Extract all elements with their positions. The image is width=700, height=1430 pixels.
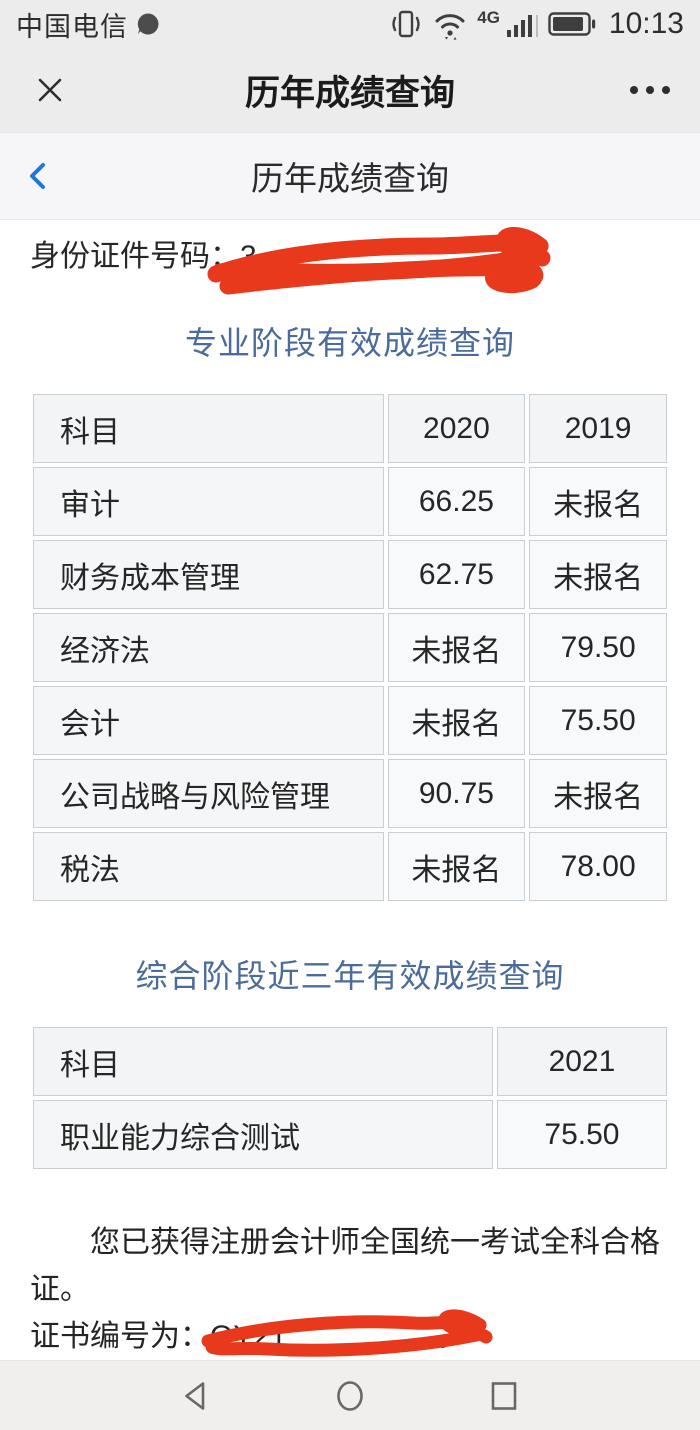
clock-label: 10:13 xyxy=(608,7,684,40)
score-cell: 未报名 xyxy=(387,613,526,682)
status-bar: 中国电信 xyxy=(0,0,700,48)
id-number-value: 3 xyxy=(240,240,257,273)
back-triangle-icon xyxy=(185,1381,205,1410)
congrats-text: 您已获得注册会计师全国统一考试全科合格证。 xyxy=(30,1226,660,1306)
more-menu-button[interactable] xyxy=(628,86,672,94)
message-bubble-icon xyxy=(134,10,162,38)
subject-cell: 经济法 xyxy=(33,613,384,682)
subject-cell: 职业能力综合测试 xyxy=(33,1100,493,1169)
chevron-left-icon xyxy=(30,163,45,189)
score-cell: 90.75 xyxy=(387,759,526,828)
table-row: 职业能力综合测试 75.50 xyxy=(33,1100,667,1169)
score-cell: 78.00 xyxy=(529,832,667,901)
score-cell: 未报名 xyxy=(529,467,667,536)
table-row: 会计 未报名 75.50 xyxy=(33,686,667,755)
android-home-button[interactable] xyxy=(332,1378,368,1414)
page-title: 历年成绩查询 xyxy=(251,160,449,197)
home-circle-icon xyxy=(337,1380,363,1411)
id-number-row: 身份证件号码：3 xyxy=(30,226,700,295)
subject-cell: 税法 xyxy=(33,832,384,901)
close-button[interactable] xyxy=(28,74,72,106)
app-header: 历年成绩查询 xyxy=(0,48,700,132)
android-recents-button[interactable] xyxy=(486,1378,522,1414)
certificate-number-value: QY21 xyxy=(210,1320,287,1353)
score-cell: 62.75 xyxy=(387,540,526,609)
certificate-number-suffix: 。 xyxy=(436,1320,467,1353)
signal-bars-icon xyxy=(505,8,539,40)
battery-icon xyxy=(548,10,596,38)
certificate-number-line: 证书编号为：QY21 。 xyxy=(30,1309,664,1360)
wifi-icon xyxy=(432,8,468,40)
subject-cell: 公司战略与风险管理 xyxy=(33,759,384,828)
professional-section-title: 专业阶段有效成绩查询 xyxy=(184,325,515,361)
page-nav-bar: 历年成绩查询 xyxy=(0,132,700,220)
score-cell: 75.50 xyxy=(529,686,667,755)
network-type-label: 4G xyxy=(477,8,500,27)
score-cell: 79.50 xyxy=(529,613,667,682)
more-dots-icon xyxy=(630,86,670,94)
col-header-subject: 科目 xyxy=(33,394,384,463)
subject-cell: 会计 xyxy=(33,686,384,755)
close-icon xyxy=(38,78,62,102)
subject-cell: 财务成本管理 xyxy=(33,540,384,609)
table-row: 经济法 未报名 79.50 xyxy=(33,613,667,682)
table-row: 财务成本管理 62.75 未报名 xyxy=(33,540,667,609)
table-row: 税法 未报名 78.00 xyxy=(33,832,667,901)
header-title: 历年成绩查询 xyxy=(244,73,455,113)
id-number-label: 身份证件号码： xyxy=(30,240,240,273)
subject-cell: 审计 xyxy=(33,467,384,536)
back-button[interactable] xyxy=(24,133,54,219)
carrier-label: 中国电信 xyxy=(16,11,128,42)
vibrate-icon xyxy=(389,8,423,40)
android-nav-bar xyxy=(0,1360,700,1430)
certificate-note: 您已获得注册会计师全国统一考试全科合格证。 证书编号为：QY21 。 xyxy=(30,1219,664,1360)
comprehensive-score-table: 科目 2021 职业能力综合测试 75.50 xyxy=(29,1023,671,1173)
score-cell: 未报名 xyxy=(387,686,526,755)
recents-square-icon xyxy=(491,1381,517,1410)
col-header-2021: 2021 xyxy=(496,1027,667,1096)
professional-score-table: 科目 2020 2019 审计 66.25 未报名 财务成本管理 62.75 未… xyxy=(29,390,671,905)
table-row: 公司战略与风险管理 90.75 未报名 xyxy=(33,759,667,828)
col-header-2020: 2020 xyxy=(387,394,526,463)
table-row: 审计 66.25 未报名 xyxy=(33,467,667,536)
score-cell: 未报名 xyxy=(529,759,667,828)
col-header-subject: 科目 xyxy=(33,1027,493,1096)
col-header-2019: 2019 xyxy=(529,394,667,463)
table-header-row: 科目 2021 xyxy=(33,1027,667,1096)
score-cell: 75.50 xyxy=(496,1100,667,1169)
comprehensive-section-title: 综合阶段近三年有效成绩查询 xyxy=(135,958,565,994)
score-cell: 66.25 xyxy=(387,467,526,536)
table-header-row: 科目 2020 2019 xyxy=(33,394,667,463)
android-back-button[interactable] xyxy=(178,1378,214,1414)
score-cell: 未报名 xyxy=(529,540,667,609)
page-content: 身份证件号码：3 专业阶段有效成绩查询 科目 2020 2019 审计 xyxy=(0,220,700,1360)
score-cell: 未报名 xyxy=(387,832,526,901)
certificate-number-label: 证书编号为： xyxy=(30,1320,210,1353)
